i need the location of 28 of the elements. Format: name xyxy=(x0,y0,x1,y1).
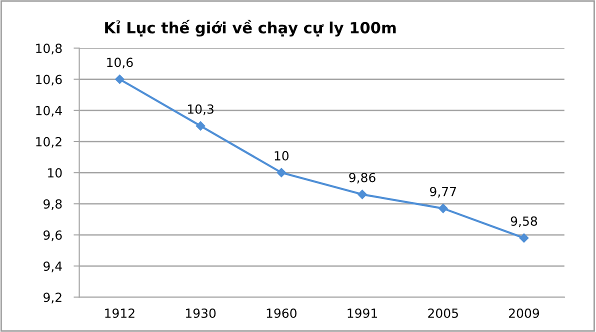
y-tick-label: 10,2 xyxy=(36,136,62,148)
point xyxy=(196,121,206,131)
text: 9,58 xyxy=(510,216,538,228)
point xyxy=(358,190,367,200)
point xyxy=(276,168,286,178)
text: 10,6 xyxy=(107,58,133,68)
text: 9,77 xyxy=(430,186,456,198)
y-tick-label: 9,8 xyxy=(44,199,62,210)
chart-title: Kỉ Lục thế giới về chạy cự ly 100m xyxy=(105,20,396,37)
y-tick-label: 10,4 xyxy=(36,106,62,117)
text: 9,86 xyxy=(349,172,376,184)
point xyxy=(115,74,124,84)
x-tick-label: 2005 xyxy=(428,308,458,318)
x-tick-label: 1991 xyxy=(348,308,378,318)
x-tick-label: 2009 xyxy=(508,308,540,318)
y-tick-label: 9,2 xyxy=(44,292,62,304)
y-tick-label: 10,6 xyxy=(36,74,62,86)
point xyxy=(519,233,529,243)
y-tick-label: 10,8 xyxy=(36,44,62,54)
point xyxy=(438,204,448,214)
y-tick-label: 10 xyxy=(48,168,62,178)
y-tick-label: 9,6 xyxy=(44,230,62,242)
x-tick-label: 1960 xyxy=(266,308,296,318)
y-tick-label: 9,4 xyxy=(44,261,62,272)
text: 10,3 xyxy=(188,104,214,116)
text: 10 xyxy=(274,151,289,160)
x-tick-label: 1930 xyxy=(186,308,216,318)
x-tick-label: 1912 xyxy=(105,308,134,318)
